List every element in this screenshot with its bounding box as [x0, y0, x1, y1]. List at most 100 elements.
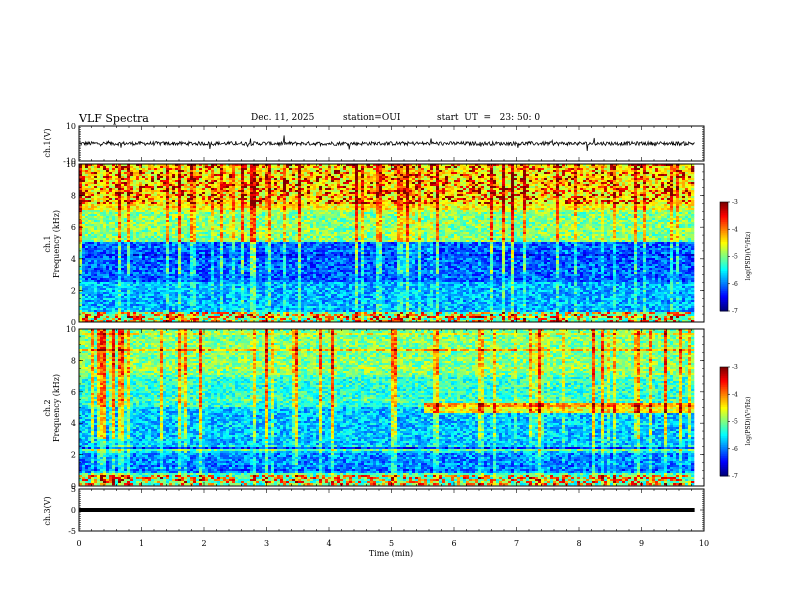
- spectrogram-cell: [97, 300, 101, 303]
- spectrogram-cell: [94, 294, 98, 297]
- spectrogram-cell: [211, 304, 215, 307]
- spectrogram-cell: [154, 212, 158, 215]
- spectrogram-cell: [235, 280, 239, 283]
- spectrogram-cell: [214, 274, 218, 277]
- spectrogram-cell: [238, 308, 242, 311]
- spectrogram-cell: [82, 206, 86, 209]
- spectrogram-cell: [214, 204, 218, 207]
- spectrogram-cell: [220, 260, 224, 263]
- spectrogram-cell: [106, 222, 110, 225]
- spectrogram-cell: [241, 294, 245, 297]
- spectrogram-cell: [178, 314, 182, 317]
- spectrogram-cell: [154, 264, 158, 267]
- spectrogram-cell: [193, 250, 197, 253]
- spectrogram-cell: [220, 252, 224, 255]
- spectrogram-cell: [91, 314, 95, 317]
- spectrogram-cell: [190, 172, 194, 175]
- spectrogram-cell: [190, 246, 194, 249]
- spectrogram-cell: [109, 304, 113, 307]
- spectrogram-cell: [259, 278, 263, 281]
- spectrogram-cell: [220, 294, 224, 297]
- spectrogram-cell: [163, 178, 167, 181]
- spectrogram-cell: [154, 276, 158, 279]
- spectrogram-cell: [247, 308, 251, 311]
- spectrogram-cell: [247, 192, 251, 195]
- spectrogram-cell: [259, 222, 263, 225]
- spectrogram-cell: [136, 204, 140, 207]
- spectrogram-cell: [139, 180, 143, 183]
- spectrogram-cell: [238, 180, 242, 183]
- spectrogram-cell: [220, 250, 224, 253]
- spectrogram-cell: [139, 284, 143, 287]
- spectrogram-cell: [115, 266, 119, 269]
- spectrogram-cell: [121, 270, 125, 273]
- spectrogram-cell: [109, 178, 113, 181]
- spectrogram-cell: [139, 196, 143, 199]
- spectrogram-cell: [250, 166, 254, 169]
- spectrogram-cell: [172, 170, 176, 173]
- spectrogram-cell: [199, 200, 203, 203]
- spectrogram-cell: [175, 200, 179, 203]
- spectrogram-cell: [223, 218, 227, 221]
- spectrogram-cell: [163, 270, 167, 273]
- spectrogram-cell: [88, 226, 92, 229]
- spectrogram-cell: [148, 312, 152, 315]
- spectrogram-cell: [238, 252, 242, 255]
- spectrogram-cell: [100, 290, 104, 293]
- spectrogram-cell: [97, 268, 101, 271]
- spectrogram-cell: [229, 274, 233, 277]
- spectrogram-cell: [100, 250, 104, 253]
- spectrogram-cell: [238, 170, 242, 173]
- spectrogram-cell: [154, 300, 158, 303]
- spectrogram-cell: [121, 166, 125, 169]
- spectrogram-cell: [163, 206, 167, 209]
- spectrogram-cell: [109, 228, 113, 231]
- spectrogram-cell: [127, 194, 131, 197]
- spectrogram-cell: [145, 164, 149, 167]
- spectrogram-cell: [253, 288, 257, 291]
- spectrogram-cell: [205, 228, 209, 231]
- spectrogram-cell: [79, 220, 83, 223]
- spectrogram-cell: [175, 238, 179, 241]
- spectrogram-cell: [112, 300, 116, 303]
- spectrogram-cell: [217, 196, 221, 199]
- spectrogram-cell: [241, 266, 245, 269]
- spectrogram-cell: [214, 170, 218, 173]
- spectrogram-cell: [151, 306, 155, 309]
- spectrogram-cell: [226, 320, 230, 323]
- spectrogram-cell: [241, 312, 245, 315]
- spectrogram-cell: [109, 236, 113, 239]
- spectrogram-cell: [226, 166, 230, 169]
- spectrogram-cell: [214, 226, 218, 229]
- spectrogram-cell: [238, 194, 242, 197]
- spectrogram-cell: [199, 262, 203, 265]
- spectrogram-cell: [202, 222, 206, 225]
- spectrogram-cell: [259, 186, 263, 189]
- spectrogram-cell: [142, 320, 146, 323]
- spectrogram-cell: [226, 282, 230, 285]
- spectrogram-cell: [196, 274, 200, 277]
- spectrogram-cell: [94, 260, 98, 263]
- spectrogram-cell: [169, 266, 173, 269]
- spectrogram-cell: [124, 296, 128, 299]
- spectrogram-cell: [178, 166, 182, 169]
- spectrogram-cell: [187, 176, 191, 179]
- spectrogram-cell: [142, 244, 146, 247]
- spectrogram-cell: [226, 188, 230, 191]
- spectrogram-cell: [94, 306, 98, 309]
- spectrogram-cell: [181, 252, 185, 255]
- spectrogram-cell: [172, 224, 176, 227]
- spectrogram-cell: [181, 172, 185, 175]
- spectrogram-cell: [124, 172, 128, 175]
- spectrogram-cell: [169, 220, 173, 223]
- spectrogram-cell: [121, 310, 125, 313]
- spectrogram-cell: [232, 220, 236, 223]
- spectrogram-cell: [262, 194, 266, 197]
- spectrogram-cell: [124, 268, 128, 271]
- spectrogram-cell: [103, 218, 107, 221]
- spectrogram-cell: [223, 242, 227, 245]
- spectrogram-cell: [169, 218, 173, 221]
- spectrogram-cell: [112, 294, 116, 297]
- spectrogram-cell: [115, 208, 119, 211]
- spectrogram-cell: [133, 228, 137, 231]
